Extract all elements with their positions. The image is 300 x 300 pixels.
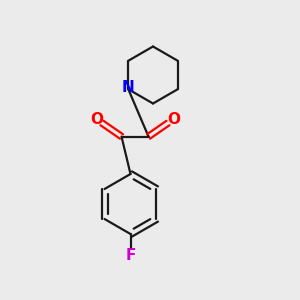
Text: O: O: [90, 112, 103, 127]
Text: F: F: [125, 248, 136, 263]
Text: O: O: [167, 112, 180, 127]
Text: N: N: [122, 80, 135, 95]
